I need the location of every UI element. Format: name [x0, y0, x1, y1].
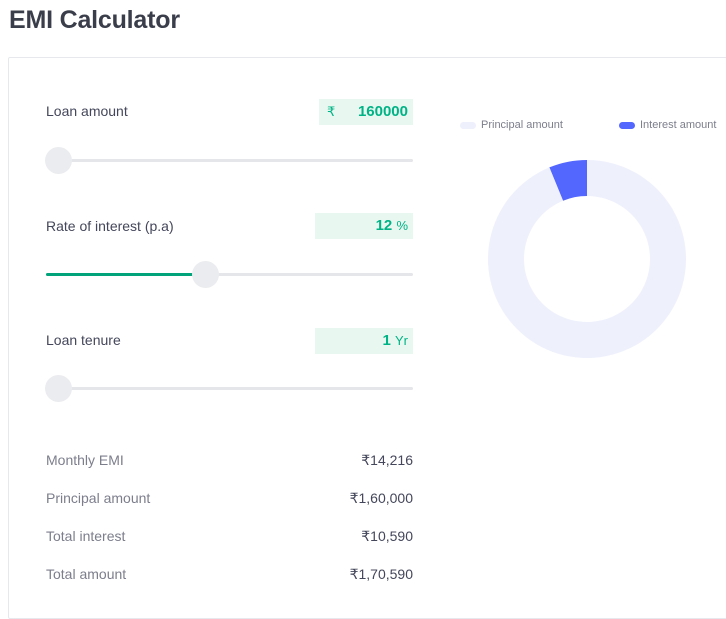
- summary-value: ₹1,70,590: [349, 566, 413, 582]
- legend-swatch-interest: [619, 122, 635, 129]
- loan-tenure-input[interactable]: 1 Yr: [315, 328, 413, 354]
- summary-value: ₹1,60,000: [349, 490, 413, 506]
- loan-tenure-label: Loan tenure: [46, 332, 121, 348]
- loan-amount-input[interactable]: ₹ 160000: [319, 99, 413, 125]
- loan-amount-value: 160000: [357, 103, 408, 120]
- donut-slice-principal: [488, 160, 686, 358]
- legend-swatch-principal: [460, 122, 476, 129]
- rate-of-interest-slider-track[interactable]: [46, 261, 413, 288]
- loan-amount-label: Loan amount: [46, 103, 128, 119]
- summary-label: Total interest: [46, 528, 126, 544]
- emi-donut-chart: [488, 160, 686, 358]
- rate-unit: %: [396, 218, 408, 233]
- rate-of-interest-input[interactable]: 12 %: [315, 213, 413, 239]
- loan-tenure-slider-thumb[interactable]: [45, 375, 72, 402]
- summary-label: Principal amount: [46, 490, 151, 506]
- rate-of-interest-slider-thumb[interactable]: [192, 261, 219, 288]
- summary-label: Total amount: [46, 566, 127, 582]
- tenure-unit: Yr: [395, 333, 408, 348]
- loan-tenure-slider-track[interactable]: [45, 375, 413, 402]
- rate-of-interest-value: 12: [375, 217, 393, 234]
- loan-amount-slider-thumb[interactable]: [45, 147, 72, 174]
- page-title: EMI Calculator: [9, 6, 180, 34]
- summary-value: ₹10,590: [361, 528, 413, 544]
- rupee-icon: ₹: [327, 104, 336, 119]
- summary-label: Monthly EMI: [46, 452, 124, 468]
- donut-slice-interest: [549, 160, 587, 201]
- summary-value: ₹14,216: [361, 452, 413, 468]
- rate-of-interest-slider-fill: [46, 273, 193, 276]
- loan-tenure-value: 1: [382, 332, 391, 349]
- legend-label-principal: Principal amount: [481, 119, 563, 131]
- loan-amount-slider-track[interactable]: [45, 147, 413, 174]
- legend-label-interest: Interest amount: [640, 119, 717, 131]
- rate-of-interest-label: Rate of interest (p.a): [46, 218, 174, 234]
